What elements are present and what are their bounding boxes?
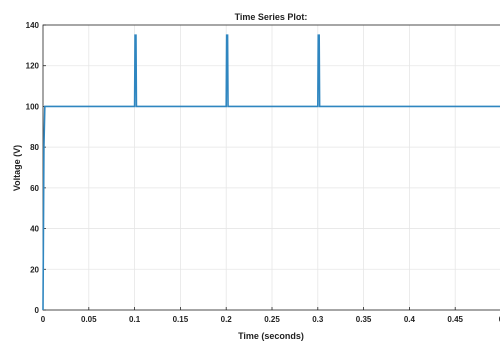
y-axis: 0 20 40 60 80 100 120 140: [26, 21, 46, 315]
y-tick-label: 100: [26, 102, 40, 111]
y-tick-label: 0: [35, 306, 40, 315]
chart-title: Time Series Plot:: [235, 12, 308, 22]
plot-area: [42, 24, 500, 311]
x-tick-label: 0.45: [447, 315, 463, 324]
y-tick-label: 120: [26, 62, 40, 71]
x-tick-label: 0.2: [221, 315, 233, 324]
x-tick-label: 0.3: [312, 315, 324, 324]
x-tick-label: 0.25: [264, 315, 280, 324]
y-tick-label: 140: [26, 21, 40, 30]
x-tick-label: 0.05: [81, 315, 97, 324]
x-tick-label: 0.15: [173, 315, 189, 324]
x-axis-title: Time (seconds): [238, 331, 304, 341]
x-tick-label: 0.4: [404, 315, 416, 324]
x-tick-label: 0.1: [129, 315, 141, 324]
series-line-voltage: [42, 34, 500, 311]
y-tick-label: 80: [30, 143, 39, 152]
x-axis: 0 0.05 0.1 0.15 0.2 0.25 0.3 0.35 0.4 0.45 0: [41, 307, 500, 324]
y-tick-label: 20: [30, 265, 39, 274]
x-tick-label: 0: [41, 315, 46, 324]
y-tick-label: 60: [30, 184, 39, 193]
x-tick-label: 0: [499, 315, 500, 324]
x-tick-label: 0.35: [356, 315, 372, 324]
grid: [42, 24, 500, 311]
y-tick-label: 40: [30, 225, 39, 234]
y-axis-title: Voltage (V): [12, 145, 22, 191]
